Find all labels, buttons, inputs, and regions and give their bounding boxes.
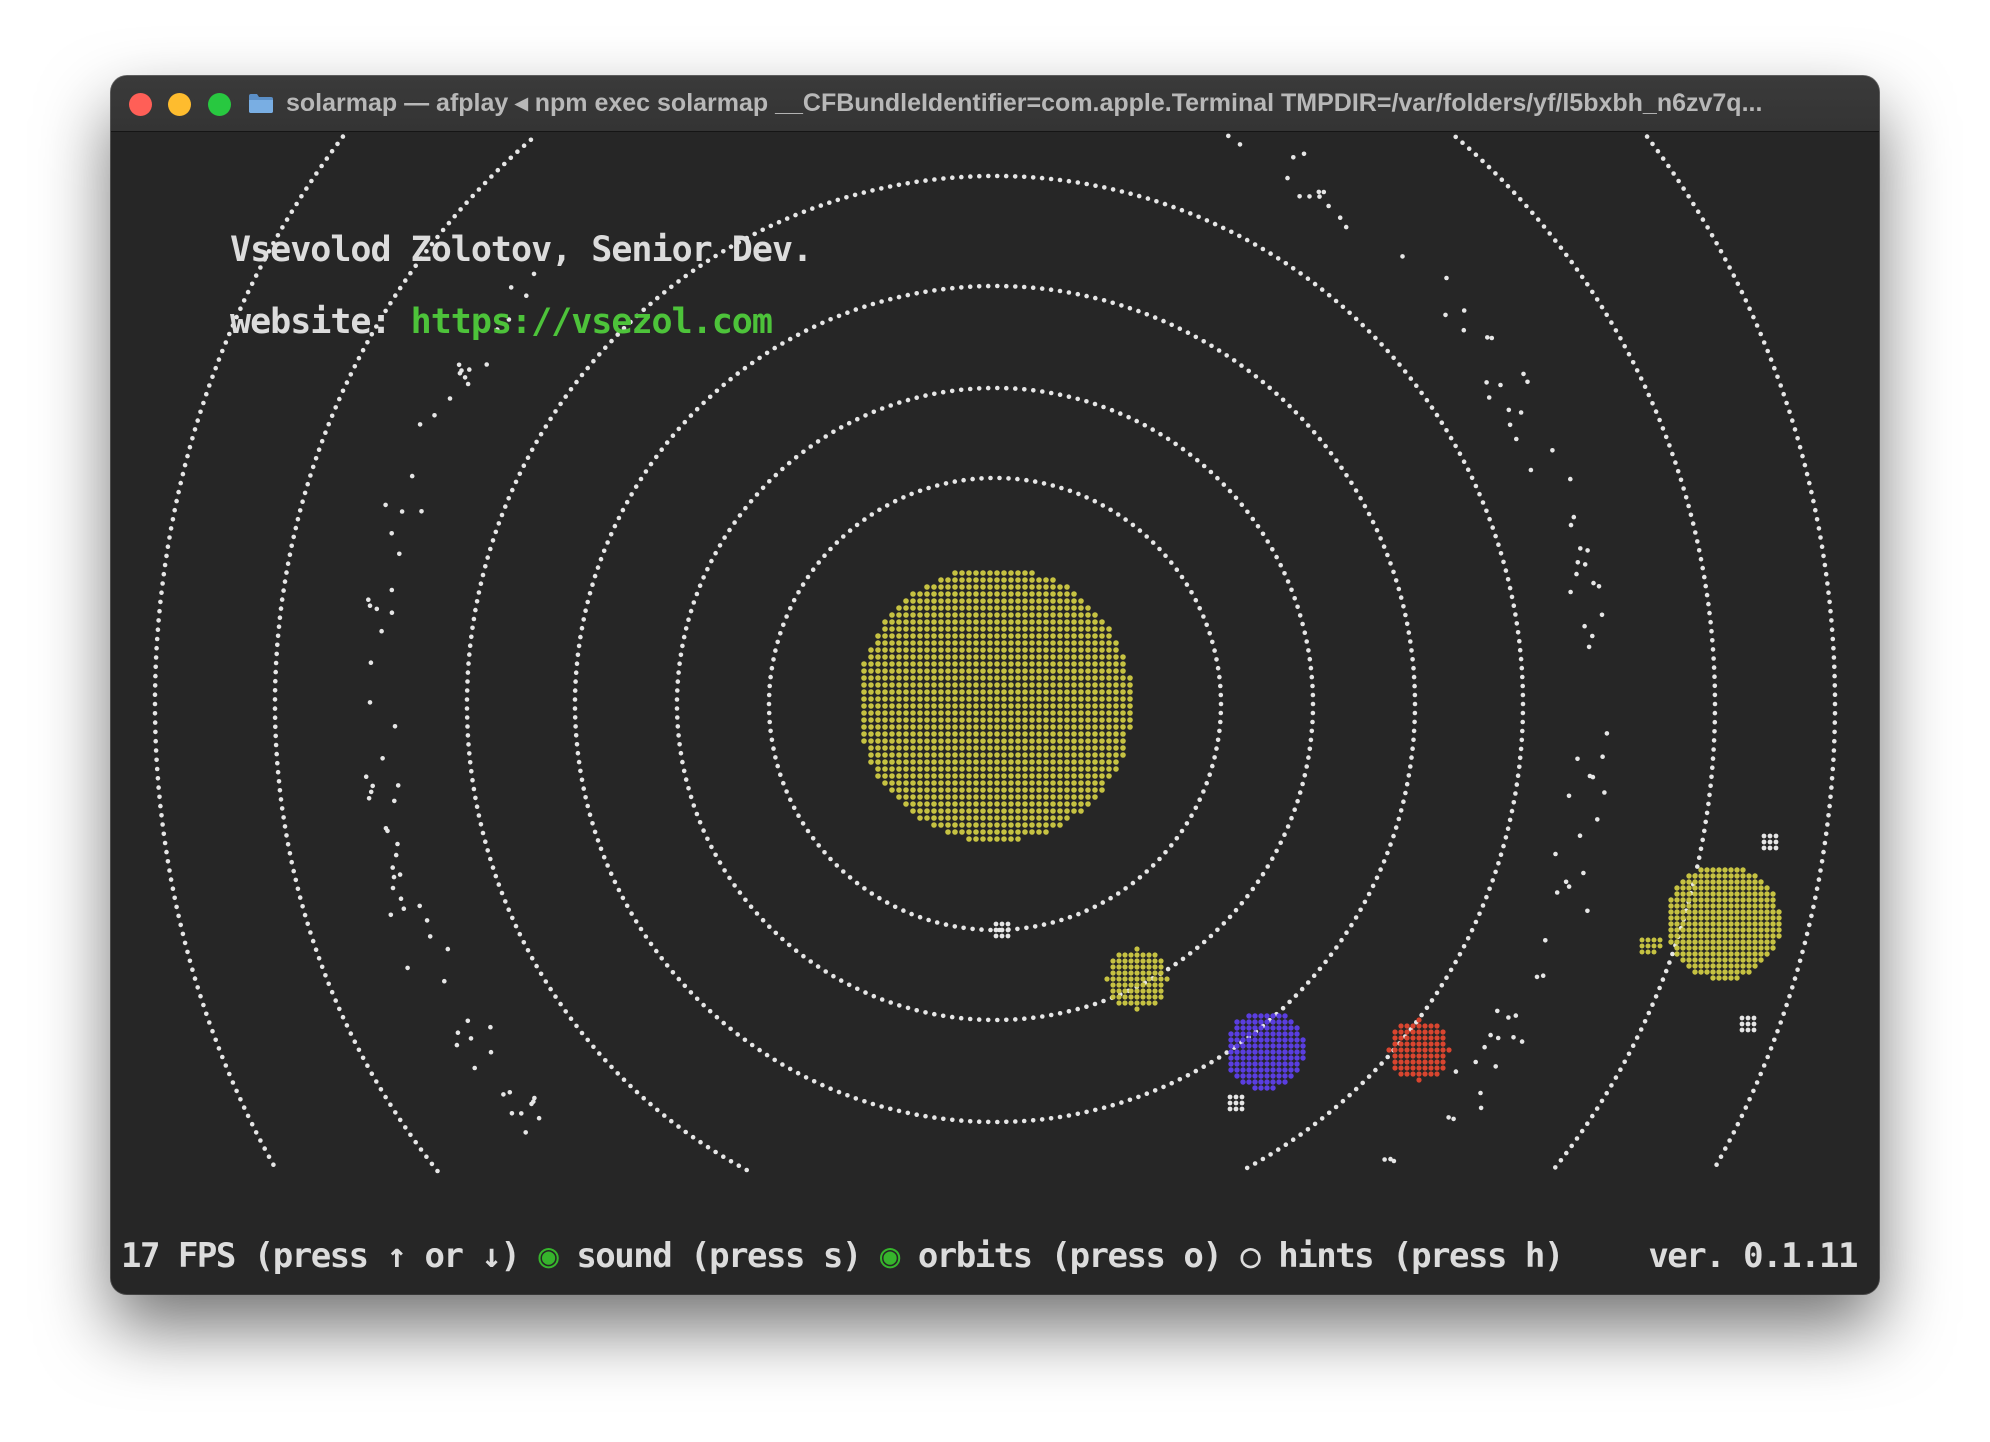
sound-toggle-hint: sound (press s) bbox=[576, 1236, 862, 1276]
status-bar: 17 FPS (press ↑ or ↓) ◉ sound (press s) … bbox=[121, 1233, 1861, 1279]
asteroid-belt bbox=[363, 271, 542, 1135]
website-link[interactable]: https://vsezol.com bbox=[410, 302, 773, 342]
author-credit: Vsevolod Zolotov, Senior Dev. bbox=[230, 230, 813, 270]
terminal-content[interactable]: Vsevolod Zolotov, Senior Dev. website: h… bbox=[111, 132, 1879, 1294]
orbit-2 bbox=[674, 385, 1316, 1023]
sound-status-icon: ◉ bbox=[538, 1236, 558, 1276]
orbit-3 bbox=[572, 283, 1418, 1125]
moon-4 bbox=[1739, 1015, 1757, 1033]
sun bbox=[861, 570, 1133, 842]
fps-indicator: 17 FPS (press ↑ or ↓) bbox=[121, 1236, 521, 1276]
website-label: website: bbox=[230, 302, 411, 342]
terminal-window: solarmap — afplay ◂ npm exec solarmap __… bbox=[111, 76, 1879, 1294]
minimize-button-icon[interactable] bbox=[168, 93, 191, 116]
hints-toggle-hint: hints (press h) bbox=[1278, 1236, 1564, 1276]
planet-2 bbox=[1228, 1013, 1306, 1091]
orbits-toggle-hint: orbits (press o) bbox=[917, 1236, 1223, 1276]
moon-2 bbox=[1227, 1094, 1245, 1112]
orbit-1 bbox=[766, 475, 1224, 933]
moon-1 bbox=[993, 921, 1011, 939]
planet-1 bbox=[1104, 946, 1170, 1012]
orbit-6 bbox=[152, 134, 1838, 1167]
planet-4 bbox=[1668, 867, 1782, 981]
moon-3 bbox=[1761, 833, 1779, 851]
hints-status-icon: ○ bbox=[1240, 1236, 1260, 1276]
orbits-status-icon: ◉ bbox=[879, 1236, 900, 1276]
window-title: solarmap — afplay ◂ npm exec solarmap __… bbox=[286, 89, 1763, 117]
close-button-icon[interactable] bbox=[129, 93, 152, 116]
folder-icon bbox=[249, 94, 273, 113]
asteroid-belt-right bbox=[1226, 133, 1610, 1164]
website-line: website: https://vsezol.com bbox=[230, 302, 773, 342]
version-label: ver. 0.1.11 bbox=[1648, 1236, 1858, 1276]
title-bar[interactable]: solarmap — afplay ◂ npm exec solarmap __… bbox=[111, 76, 1879, 132]
planet-4-moon bbox=[1639, 937, 1663, 955]
planet-3 bbox=[1386, 1017, 1452, 1083]
orbit-5 bbox=[272, 134, 1718, 1174]
solar-system-view bbox=[152, 133, 1838, 1174]
zoom-button-icon[interactable] bbox=[208, 93, 231, 116]
